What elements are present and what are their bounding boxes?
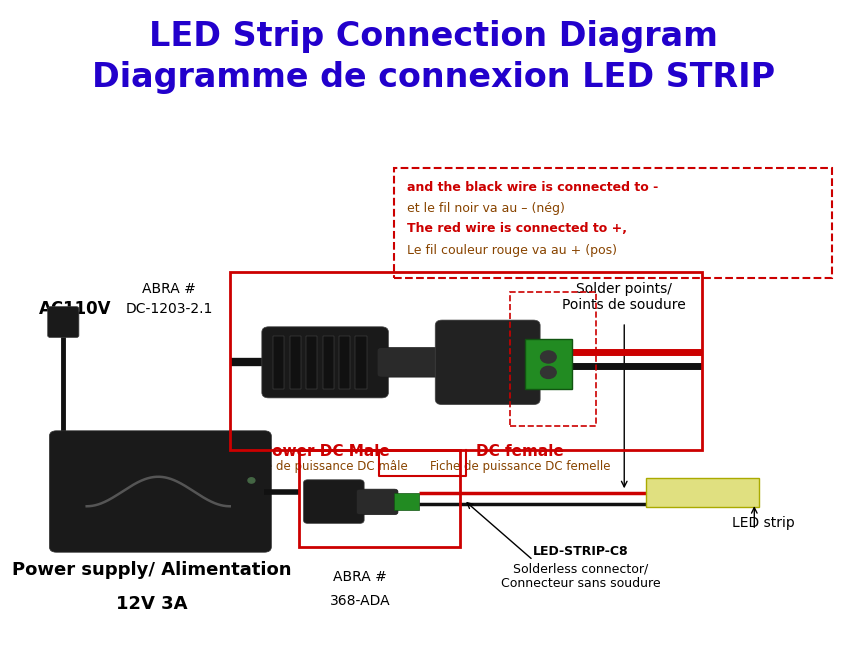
Text: LED Strip Connection Diagram: LED Strip Connection Diagram [149,20,718,54]
Text: ABRA #: ABRA # [142,282,196,295]
Text: LED strip: LED strip [732,517,794,530]
Text: ABRA #: ABRA # [333,570,387,584]
Text: DC female: DC female [476,444,564,459]
Bar [339,336,350,389]
FancyBboxPatch shape [435,320,540,405]
Text: Le fil couleur rouge va au + (pos): Le fil couleur rouge va au + (pos) [407,244,617,257]
Circle shape [541,366,557,378]
FancyBboxPatch shape [48,307,79,338]
Text: 12V 3A: 12V 3A [116,595,187,613]
Circle shape [541,351,557,363]
Bar [306,336,317,389]
Text: Connecteur sans soudure: Connecteur sans soudure [501,577,661,590]
Bar [290,336,301,389]
Bar [355,336,367,389]
Text: Solderless connector/: Solderless connector/ [513,562,649,576]
Text: Fiche de puissance DC femelle: Fiche de puissance DC femelle [430,460,610,473]
Text: Points de soudure: Points de soudure [563,299,686,312]
Text: DC-1203-2.1: DC-1203-2.1 [126,302,212,315]
Bar [273,336,284,389]
Text: Fiche de puissance DC mâle: Fiche de puissance DC mâle [242,460,408,473]
Text: Power supply/ Alimentation: Power supply/ Alimentation [12,562,291,579]
Text: and the black wire is connected to -: and the black wire is connected to - [407,181,659,195]
Bar [323,336,334,389]
FancyBboxPatch shape [49,431,271,552]
Circle shape [248,478,255,483]
FancyBboxPatch shape [646,478,759,507]
FancyBboxPatch shape [525,339,572,389]
FancyBboxPatch shape [394,493,419,510]
FancyBboxPatch shape [394,168,832,278]
Text: Power DC Male: Power DC Male [261,444,389,459]
FancyBboxPatch shape [356,489,398,515]
Text: Diagramme de connexion LED STRIP: Diagramme de connexion LED STRIP [92,60,775,94]
FancyBboxPatch shape [303,480,364,523]
Text: et le fil noir va au – (nég): et le fil noir va au – (nég) [407,201,565,215]
Text: AC110V: AC110V [39,300,112,317]
FancyBboxPatch shape [262,327,388,398]
Text: The red wire is connected to +,: The red wire is connected to +, [407,221,628,235]
Text: 368-ADA: 368-ADA [329,594,390,607]
FancyBboxPatch shape [377,348,451,377]
Text: LED-STRIP-C8: LED-STRIP-C8 [533,545,629,558]
Text: Solder points/: Solder points/ [577,282,672,295]
